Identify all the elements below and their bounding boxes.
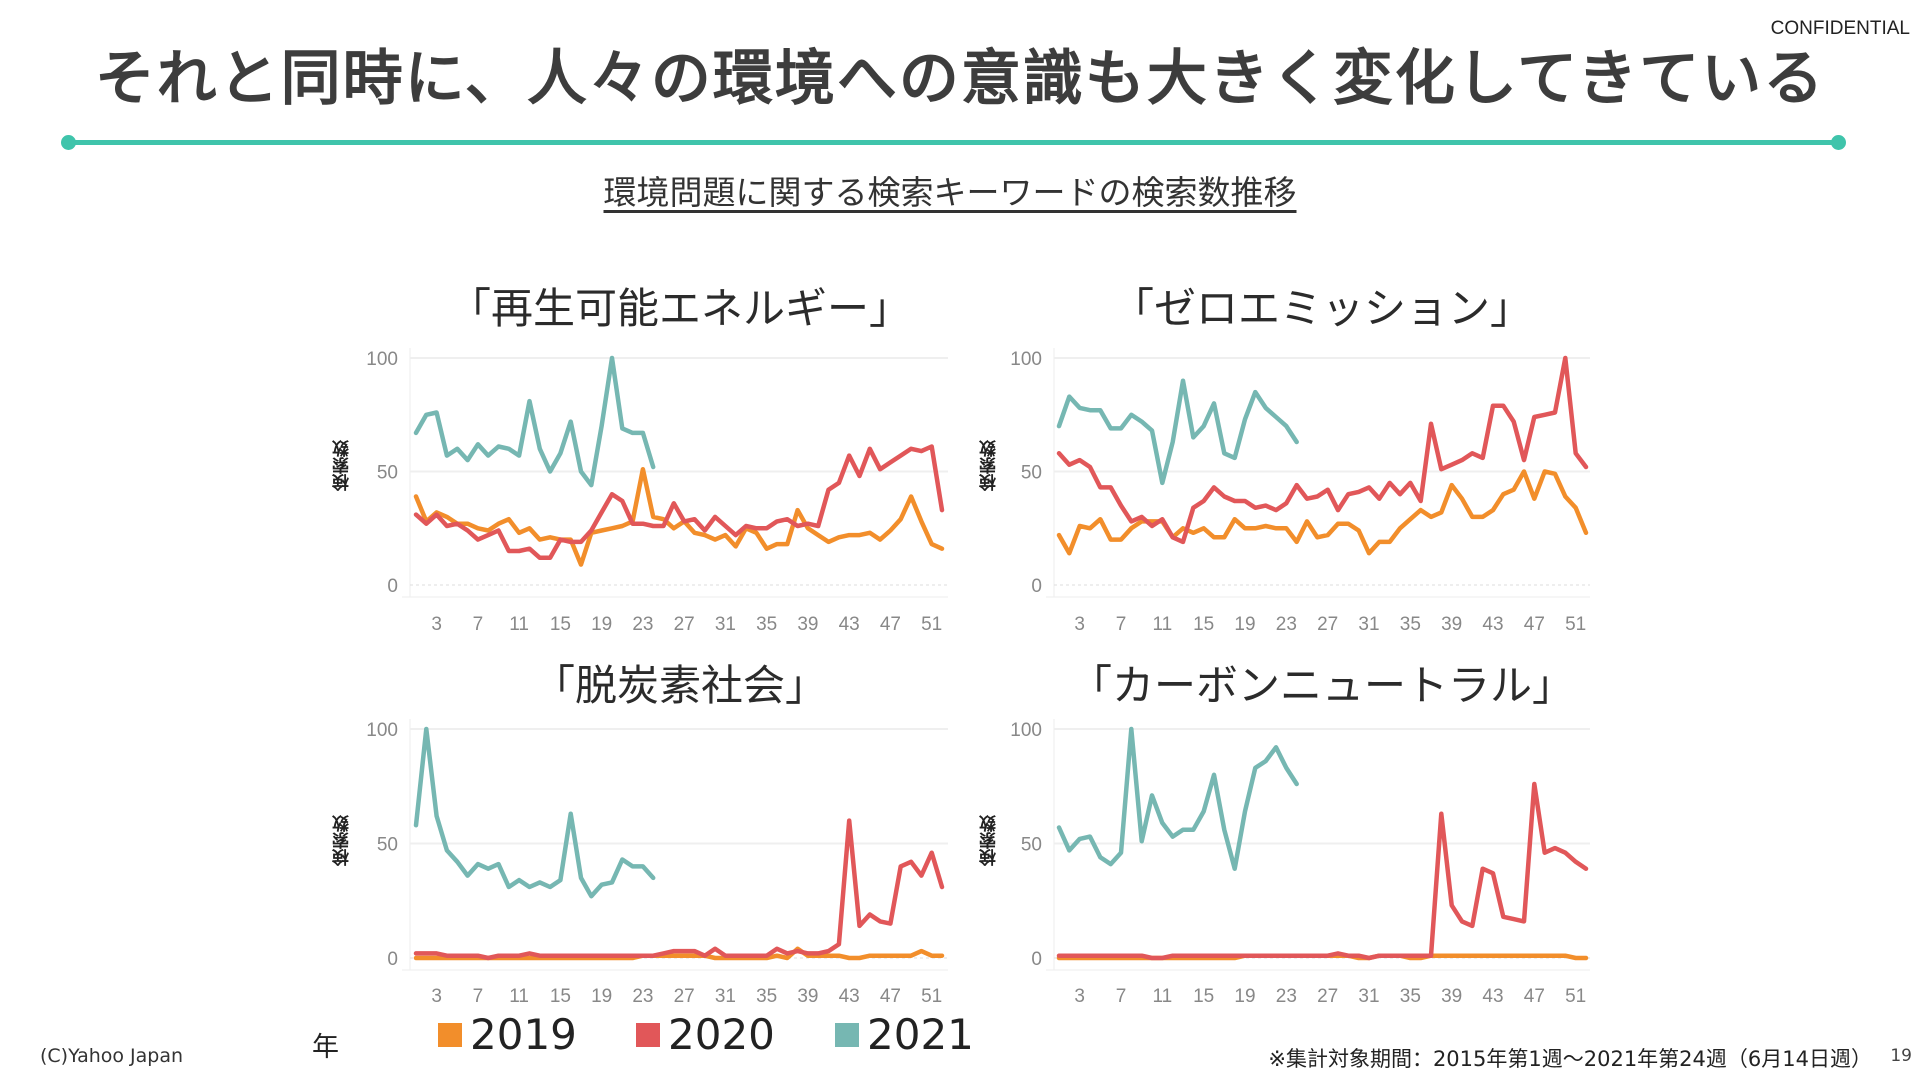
x-tick-label: 11	[509, 986, 529, 1007]
y-tick-label: 100	[1010, 349, 1042, 370]
y-tick-label: 0	[1031, 576, 1042, 597]
x-tick-label: 23	[632, 614, 653, 635]
y-tick-label: 100	[1010, 720, 1042, 741]
legend-item-2020: 2020	[636, 1010, 775, 1059]
chart-title-carbon-neutral: 「カーボンニュートラル」	[1069, 661, 1574, 710]
x-tick-label: 27	[674, 614, 695, 635]
x-tick-label: 7	[473, 986, 484, 1007]
x-tick-label: 43	[1482, 614, 1503, 635]
x-tick-label: 11	[509, 614, 529, 635]
copyright: (C)Yahoo Japan	[40, 1045, 184, 1067]
y-tick-label: 0	[387, 576, 398, 597]
x-tick-label: 51	[921, 986, 942, 1007]
x-tick-label: 31	[1358, 986, 1379, 1007]
x-tick-label: 43	[1482, 986, 1503, 1007]
page-subtitle: 環境問題に関する検索キーワードの検索数推移	[603, 173, 1297, 212]
x-tick-label: 27	[1317, 986, 1338, 1007]
x-tick-label: 43	[839, 614, 860, 635]
x-tick-label: 27	[1317, 614, 1338, 635]
divider-dot-right	[1831, 135, 1846, 150]
x-tick-label: 15	[550, 986, 571, 1007]
x-tick-label: 23	[632, 986, 653, 1007]
chart-title-decarbonized: 「脱炭素社会」	[532, 661, 827, 710]
series-line-2020	[1056, 781, 1589, 961]
x-tick-label: 31	[1358, 614, 1379, 635]
y-tick-label: 0	[1031, 949, 1042, 970]
x-tick-label: 39	[1441, 614, 1462, 635]
x-tick-label: 7	[1116, 986, 1127, 1007]
series-line-2021	[413, 355, 656, 488]
confidential-label: CONFIDENTIAL	[1770, 18, 1910, 39]
x-tick-label: 31	[715, 986, 736, 1007]
x-tick-label: 47	[880, 614, 901, 635]
x-tick-label: 3	[1074, 614, 1085, 635]
x-tick-label: 19	[1234, 986, 1255, 1007]
legend-item-2021: 2021	[835, 1010, 974, 1059]
x-tick-label: 47	[1524, 986, 1545, 1007]
y-tick-label: 50	[1021, 835, 1042, 856]
y-tick-label: 100	[366, 349, 398, 370]
x-tick-label: 23	[1276, 614, 1297, 635]
y-tick-label: 0	[387, 949, 398, 970]
x-tick-label: 7	[1116, 614, 1127, 635]
x-tick-label: 51	[1565, 614, 1586, 635]
x-tick-label: 11	[1152, 614, 1172, 635]
legend-title: 年	[312, 1032, 339, 1063]
x-tick-label: 47	[1524, 614, 1545, 635]
series-line-2020	[413, 818, 945, 961]
x-tick-label: 15	[1193, 986, 1214, 1007]
chart-title-renewable: 「再生可能エネルギー」	[448, 284, 911, 333]
series-line-2020	[1056, 355, 1589, 545]
x-tick-label: 3	[431, 986, 442, 1007]
legend-label: 2020	[668, 1010, 775, 1059]
x-tick-label: 23	[1276, 986, 1297, 1007]
x-tick-label: 15	[1193, 614, 1214, 635]
x-tick-label: 39	[797, 614, 818, 635]
x-tick-label: 35	[1400, 986, 1421, 1007]
x-tick-label: 19	[591, 614, 612, 635]
x-tick-label: 11	[1152, 986, 1172, 1007]
legend-swatch	[636, 1022, 660, 1047]
title-divider	[68, 140, 1838, 145]
legend-swatch	[438, 1022, 462, 1047]
x-tick-label: 3	[1074, 986, 1085, 1007]
x-tick-label: 47	[880, 986, 901, 1007]
legend-label: 2021	[867, 1010, 974, 1059]
y-tick-label: 100	[366, 720, 398, 741]
series-line-2019	[413, 466, 945, 567]
chart-title-zero-emission: 「ゼロエミッション」	[1111, 284, 1532, 333]
x-tick-label: 19	[591, 986, 612, 1007]
series-line-2019	[413, 946, 945, 961]
y-tick-label: 50	[1021, 463, 1042, 484]
page-title: それと同時に、人々の環境への意識も大きく変化してきている	[94, 44, 1826, 114]
x-tick-label: 39	[1441, 986, 1462, 1007]
x-tick-label: 7	[473, 614, 484, 635]
y-tick-label: 50	[377, 835, 398, 856]
x-tick-label: 35	[1400, 614, 1421, 635]
legend-label: 2019	[470, 1010, 577, 1059]
x-tick-label: 39	[797, 986, 818, 1007]
series-line-2021	[413, 726, 656, 899]
legend-swatch	[835, 1022, 859, 1047]
x-tick-label: 51	[1565, 986, 1586, 1007]
x-tick-label: 35	[756, 614, 777, 635]
divider-dot-left	[61, 135, 76, 150]
series-line-2021	[1056, 726, 1299, 871]
series-line-2021	[1056, 378, 1299, 486]
x-tick-label: 15	[550, 614, 571, 635]
legend-item-2019: 2019	[438, 1010, 577, 1059]
y-tick-label: 50	[377, 463, 398, 484]
series-line-2019	[1056, 469, 1589, 556]
x-tick-label: 19	[1234, 614, 1255, 635]
x-tick-label: 3	[431, 614, 442, 635]
x-tick-label: 43	[839, 986, 860, 1007]
period-note: ※集計対象期間：2015年第1週〜2021年第24週（6月14日週）	[1268, 1047, 1872, 1071]
x-tick-label: 35	[756, 986, 777, 1007]
x-tick-label: 51	[921, 614, 942, 635]
x-tick-label: 31	[715, 614, 736, 635]
series-line-2020	[413, 444, 945, 561]
page-number: 19	[1890, 1046, 1912, 1066]
x-tick-label: 27	[674, 986, 695, 1007]
